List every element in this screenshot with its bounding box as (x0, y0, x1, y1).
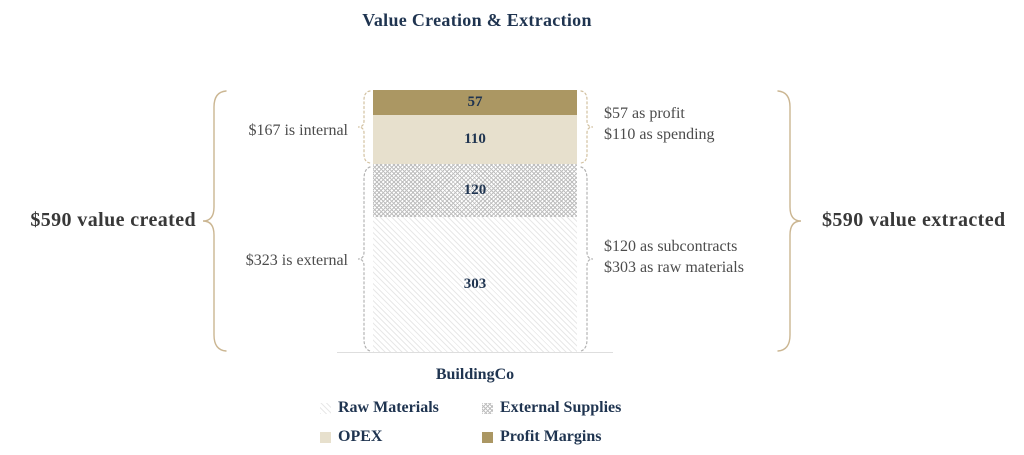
raw-materials-annotation-line: $303 as raw materials (604, 259, 744, 276)
legend-item-raw-materials: Raw Materials (320, 399, 439, 417)
segment-profit-margins: 57 (373, 90, 577, 115)
legend-item-profit-margins: Profit Margins (482, 428, 601, 446)
segment-external-value: 120 (463, 182, 487, 198)
segment-raw-materials: 303 (373, 217, 577, 352)
right-curly-brace (777, 90, 802, 352)
segment-opex-value: 110 (464, 131, 486, 147)
value-created-label: $590 value created (30, 209, 196, 231)
external-right-brace (580, 166, 594, 352)
segment-external-supplies: 120 (373, 164, 577, 217)
subcontracts-materials-annotation: $120 as subcontracts $303 as raw materia… (604, 236, 744, 278)
legend-label: OPEX (338, 428, 383, 445)
x-axis-line (337, 352, 613, 353)
legend-label: Profit Margins (500, 428, 602, 445)
internal-right-brace (580, 90, 594, 164)
external-annotation: $323 is external (245, 252, 348, 269)
value-extracted-label: $590 value extracted (822, 209, 1006, 231)
stacked-bar-buildingco: 57 110 120 303 (373, 90, 577, 352)
category-label: BuildingCo (435, 366, 515, 383)
legend-item-opex: OPEX (320, 428, 382, 446)
external-supplies-swatch-icon (482, 402, 493, 414)
profit-margins-swatch-icon (482, 431, 493, 443)
external-left-brace (357, 166, 371, 352)
raw-materials-swatch-icon (320, 402, 331, 414)
profit-annotation-line: $57 as profit (604, 105, 685, 122)
legend-label: External Supplies (500, 399, 622, 416)
legend-item-external-supplies: External Supplies (482, 399, 621, 417)
internal-annotation: $167 is internal (248, 122, 348, 139)
profit-spending-annotation: $57 as profit $110 as spending (604, 103, 715, 145)
chart-title: Value Creation & Extraction (362, 10, 592, 30)
segment-opex: 110 (373, 115, 577, 164)
legend-label: Raw Materials (338, 399, 439, 416)
opex-swatch-icon (320, 431, 331, 443)
subcontracts-annotation-line: $120 as subcontracts (604, 238, 738, 255)
spending-annotation-line: $110 as spending (604, 126, 715, 143)
segment-profit-value: 57 (467, 94, 483, 110)
segment-raw-value: 303 (463, 276, 487, 292)
internal-left-brace (357, 90, 371, 164)
